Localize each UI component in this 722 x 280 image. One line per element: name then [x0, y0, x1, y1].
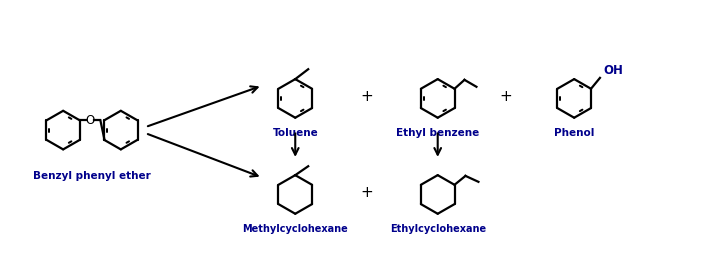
Text: Toluene: Toluene [272, 128, 318, 138]
Text: +: + [500, 89, 513, 104]
Text: Phenol: Phenol [554, 128, 594, 138]
Text: +: + [360, 89, 373, 104]
Text: Ethyl benzene: Ethyl benzene [396, 128, 479, 138]
Text: Benzyl phenyl ether: Benzyl phenyl ether [33, 171, 151, 181]
Text: +: + [360, 185, 373, 200]
Text: O: O [85, 114, 95, 127]
Text: Ethylcyclohexane: Ethylcyclohexane [390, 224, 486, 234]
Text: OH: OH [603, 64, 623, 77]
Text: Methylcyclohexane: Methylcyclohexane [243, 224, 348, 234]
